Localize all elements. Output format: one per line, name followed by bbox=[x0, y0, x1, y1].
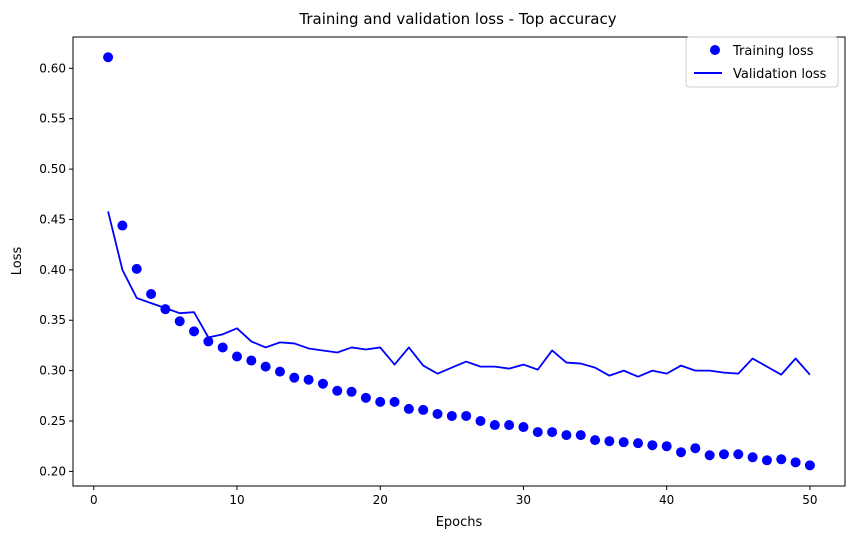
training-loss-point bbox=[375, 396, 386, 407]
training-loss-point bbox=[317, 378, 328, 389]
training-loss-point bbox=[790, 457, 801, 468]
x-tick-label: 40 bbox=[659, 493, 674, 507]
x-axis: 0 10 20 30 40 50 bbox=[90, 486, 818, 507]
training-loss-point bbox=[475, 416, 486, 427]
training-loss-point bbox=[747, 452, 758, 463]
x-tick-label: 30 bbox=[516, 493, 531, 507]
training-loss-point bbox=[504, 420, 515, 431]
training-loss-point bbox=[633, 438, 644, 449]
training-loss-point bbox=[174, 316, 185, 327]
training-loss-point bbox=[403, 403, 414, 414]
training-loss-point bbox=[131, 263, 142, 274]
y-tick-label: 0.25 bbox=[39, 414, 66, 428]
legend: Training loss Validation loss bbox=[685, 36, 839, 88]
training-loss-point bbox=[246, 355, 257, 366]
training-loss-point bbox=[217, 342, 228, 353]
legend-label-training: Training loss bbox=[732, 44, 814, 59]
training-loss-point bbox=[117, 220, 128, 231]
y-tick-label: 0.45 bbox=[39, 212, 66, 226]
training-loss-point bbox=[590, 435, 601, 446]
training-loss-point bbox=[418, 404, 429, 415]
training-loss-point bbox=[575, 430, 586, 441]
training-loss-point bbox=[289, 372, 300, 383]
training-loss-point bbox=[676, 447, 686, 458]
training-loss-point bbox=[432, 408, 443, 419]
training-loss-point bbox=[704, 450, 715, 461]
plot-area bbox=[103, 52, 815, 471]
y-tick-label: 0.30 bbox=[39, 364, 66, 378]
x-axis-label: Epochs bbox=[436, 515, 483, 530]
y-tick-label: 0.55 bbox=[39, 112, 66, 126]
training-loss-point bbox=[489, 420, 500, 431]
training-loss-point bbox=[189, 326, 200, 337]
training-loss-point bbox=[804, 460, 815, 471]
training-loss-point bbox=[346, 386, 357, 397]
y-axis-label: Loss bbox=[10, 247, 25, 276]
validation-loss-line bbox=[107, 211, 811, 378]
training-loss-point bbox=[260, 361, 271, 372]
x-tick-label: 10 bbox=[229, 493, 244, 507]
training-loss-point bbox=[461, 410, 472, 421]
training-loss-point bbox=[360, 392, 371, 403]
training-loss-point bbox=[718, 449, 729, 460]
training-loss-point bbox=[647, 440, 658, 451]
y-tick-label: 0.20 bbox=[39, 464, 66, 478]
training-loss-point bbox=[561, 430, 572, 441]
training-loss-point bbox=[232, 351, 242, 362]
training-loss-point bbox=[776, 454, 787, 465]
y-tick-label: 0.50 bbox=[39, 162, 66, 176]
training-loss-point bbox=[103, 52, 114, 63]
training-loss-point bbox=[604, 436, 615, 447]
legend-marker-training bbox=[710, 45, 720, 55]
training-loss-point bbox=[618, 437, 629, 448]
training-loss-point bbox=[733, 449, 744, 460]
training-loss-point bbox=[389, 396, 400, 407]
training-loss-point bbox=[203, 336, 214, 347]
training-loss-point bbox=[146, 289, 157, 300]
training-loss-point bbox=[690, 443, 701, 454]
training-loss-point bbox=[547, 427, 558, 438]
training-loss-point bbox=[532, 427, 543, 438]
training-loss-point bbox=[303, 374, 314, 385]
x-tick-label: 20 bbox=[373, 493, 388, 507]
plot-frame bbox=[72, 36, 846, 487]
training-loss-point bbox=[160, 304, 171, 315]
training-loss-point bbox=[761, 455, 772, 466]
legend-label-validation: Validation loss bbox=[733, 67, 827, 82]
training-loss-point bbox=[274, 366, 285, 377]
training-loss-point bbox=[661, 441, 672, 452]
training-loss-point bbox=[332, 385, 343, 396]
y-tick-label: 0.40 bbox=[39, 263, 66, 277]
training-loss-point bbox=[518, 422, 529, 433]
legend-box bbox=[685, 36, 839, 88]
y-tick-label: 0.60 bbox=[39, 61, 66, 75]
chart-title: Training and validation loss - Top accur… bbox=[298, 10, 616, 28]
y-axis: 0.20 0.25 0.30 0.35 0.40 0.45 0.50 0.55 0.60 bbox=[39, 61, 73, 478]
x-tick-label: 0 bbox=[90, 493, 98, 507]
y-tick-label: 0.35 bbox=[39, 313, 66, 327]
training-loss-point bbox=[446, 410, 457, 421]
x-tick-label: 50 bbox=[802, 493, 817, 507]
